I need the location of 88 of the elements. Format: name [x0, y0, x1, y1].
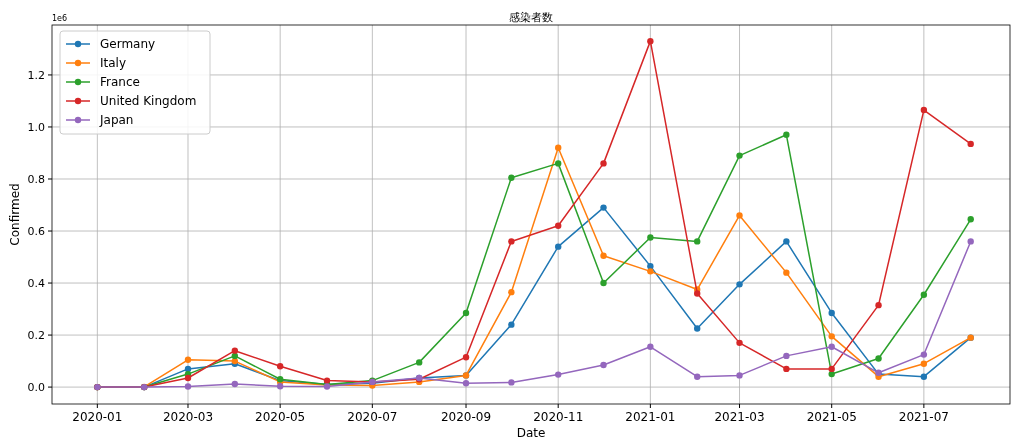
point: [920, 360, 928, 367]
point: [736, 339, 743, 347]
point: [783, 352, 790, 360]
point: [276, 363, 284, 370]
point: [967, 216, 974, 223]
point: [828, 309, 835, 317]
y-tick-label: 1.2: [27, 68, 45, 82]
point: [647, 234, 654, 241]
point: [783, 269, 790, 276]
point: [967, 140, 974, 148]
point: [920, 106, 928, 114]
x-tick-label: 2020-09: [440, 410, 492, 424]
y-tick-label: 0.8: [27, 172, 45, 186]
x-tick-label: 2020-07: [347, 410, 398, 424]
point: [231, 347, 239, 354]
point: [920, 291, 928, 298]
point: [600, 361, 607, 369]
x-tick-label: 2020-05: [255, 410, 306, 424]
point: [462, 379, 470, 387]
point: [967, 238, 974, 245]
point: [276, 383, 284, 390]
x-tick-label: 2021-07: [898, 410, 949, 424]
point: [323, 377, 331, 384]
point: [647, 268, 654, 275]
point: [231, 352, 239, 360]
chart-title: 感染者数: [509, 11, 553, 24]
y-tick-label: 0.0: [27, 381, 45, 395]
y-tick-label: 0.6: [27, 225, 45, 239]
point: [647, 37, 654, 45]
point: [555, 371, 562, 378]
point: [508, 174, 515, 181]
point: [508, 288, 515, 296]
point: [694, 325, 701, 332]
point: [694, 373, 701, 380]
legend-label: Italy: [100, 56, 127, 70]
point: [783, 131, 790, 138]
point: [600, 204, 607, 211]
point: [508, 321, 515, 328]
point: [184, 356, 192, 363]
legend-label: Japan: [99, 113, 134, 127]
point: [694, 238, 701, 245]
x-tick-label: 2021-01: [625, 410, 676, 424]
point: [555, 243, 562, 250]
point: [875, 355, 882, 362]
point: [875, 301, 882, 309]
point: [508, 379, 515, 386]
point: [920, 351, 928, 358]
point: [736, 372, 743, 379]
x-tick-label: 2020-01: [72, 410, 123, 424]
point: [600, 252, 607, 259]
point: [783, 238, 790, 245]
point: [828, 343, 835, 350]
y-tick-label: 0.4: [27, 277, 45, 291]
point: [462, 353, 470, 361]
x-tick-label: 2020-03: [162, 410, 214, 424]
point: [783, 365, 790, 373]
point: [920, 373, 928, 380]
point: [184, 383, 192, 390]
point: [508, 238, 515, 245]
point: [415, 359, 423, 366]
x-tick-label: 2021-03: [714, 410, 765, 424]
point: [694, 290, 701, 297]
point: [828, 333, 835, 340]
point: [736, 152, 743, 159]
point: [647, 343, 654, 350]
text: 1e6: [52, 14, 68, 23]
point: [555, 160, 562, 167]
x-axis-title: Date: [516, 426, 546, 440]
point: [555, 222, 562, 230]
point: [736, 281, 743, 288]
point: [231, 380, 239, 388]
x-tick-label: 2020-11: [533, 410, 584, 424]
y-axis-title: Confirmed: [8, 183, 22, 246]
y-tick-label: 0.2: [27, 329, 45, 343]
point: [555, 144, 562, 151]
point: [647, 262, 654, 270]
point: [600, 160, 607, 167]
x-tick-label: 2021-05: [806, 410, 857, 424]
legend-label: United Kingdom: [100, 94, 197, 108]
y-tick-label: 1.0: [27, 120, 45, 134]
legend-label: Germany: [100, 37, 156, 51]
point: [184, 374, 192, 382]
legend-label: France: [100, 75, 140, 89]
point: [462, 309, 470, 317]
point: [736, 212, 743, 219]
point: [828, 370, 835, 378]
point: [828, 365, 835, 373]
point: [600, 279, 607, 287]
